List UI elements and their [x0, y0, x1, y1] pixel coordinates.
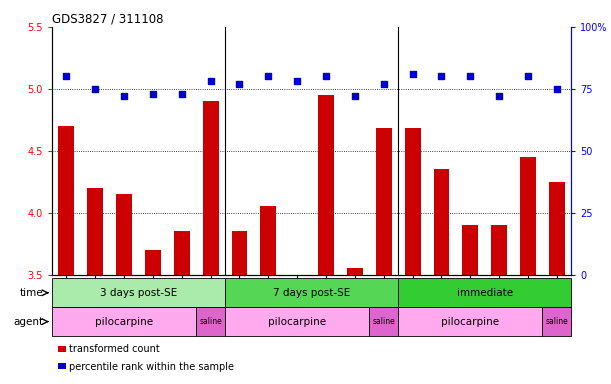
Text: transformed count: transformed count	[69, 344, 160, 354]
Text: agent: agent	[13, 316, 43, 327]
Point	[523, 73, 533, 79]
Text: saline: saline	[199, 317, 222, 326]
Bar	[116, 194, 132, 275]
Point	[437, 73, 447, 79]
Text: 3 days post-SE: 3 days post-SE	[100, 288, 177, 298]
Bar	[434, 169, 449, 275]
Point	[177, 91, 187, 97]
Text: pilocarpine: pilocarpine	[441, 316, 499, 327]
Point	[235, 81, 244, 87]
Point	[206, 78, 216, 84]
Bar	[145, 250, 161, 275]
Point	[408, 71, 417, 77]
Text: saline: saline	[546, 317, 568, 326]
Point	[292, 78, 302, 84]
Bar	[347, 268, 363, 275]
Text: percentile rank within the sample: percentile rank within the sample	[69, 362, 234, 372]
Point	[263, 73, 273, 79]
Bar	[369, 307, 398, 336]
Bar	[52, 278, 225, 307]
Point	[379, 81, 389, 87]
Point	[90, 86, 100, 92]
Bar	[318, 95, 334, 275]
Bar	[398, 278, 571, 307]
Point	[321, 73, 331, 79]
Bar	[376, 128, 392, 275]
Bar	[59, 126, 75, 275]
Text: immediate: immediate	[456, 288, 513, 298]
Text: GDS3827 / 311108: GDS3827 / 311108	[52, 13, 163, 26]
Bar	[491, 225, 507, 275]
Bar	[520, 157, 536, 275]
Bar	[463, 225, 478, 275]
Bar	[225, 278, 398, 307]
Text: 7 days post-SE: 7 days post-SE	[273, 288, 350, 298]
Bar	[549, 182, 565, 275]
Bar	[203, 101, 219, 275]
Point	[119, 93, 129, 99]
Point	[148, 91, 158, 97]
Bar	[52, 307, 196, 336]
Point	[552, 86, 562, 92]
Bar	[398, 307, 543, 336]
Bar	[232, 231, 247, 275]
Point	[62, 73, 71, 79]
Text: saline: saline	[372, 317, 395, 326]
Bar	[196, 307, 225, 336]
Bar	[404, 128, 420, 275]
Bar	[174, 231, 189, 275]
Bar	[260, 207, 276, 275]
Bar	[225, 307, 369, 336]
Bar	[543, 307, 571, 336]
Bar	[87, 188, 103, 275]
Point	[494, 93, 504, 99]
Text: time: time	[20, 288, 43, 298]
Text: pilocarpine: pilocarpine	[268, 316, 326, 327]
Point	[350, 93, 360, 99]
Text: pilocarpine: pilocarpine	[95, 316, 153, 327]
Point	[466, 73, 475, 79]
